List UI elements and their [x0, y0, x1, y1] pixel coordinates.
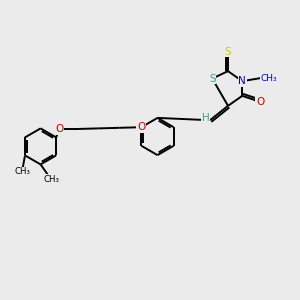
- Text: S: S: [225, 47, 231, 57]
- Text: S: S: [209, 74, 216, 83]
- Text: CH₃: CH₃: [14, 167, 30, 176]
- Text: N: N: [238, 76, 246, 86]
- Text: O: O: [55, 124, 63, 134]
- Text: H: H: [202, 113, 209, 123]
- Text: O: O: [256, 97, 264, 107]
- Text: O: O: [137, 122, 146, 132]
- Text: CH₃: CH₃: [260, 74, 277, 82]
- Text: CH₃: CH₃: [43, 175, 59, 184]
